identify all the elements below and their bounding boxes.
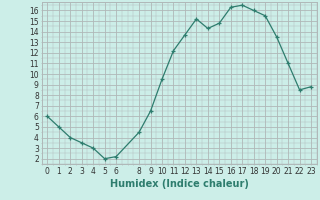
X-axis label: Humidex (Indice chaleur): Humidex (Indice chaleur) [110, 179, 249, 189]
